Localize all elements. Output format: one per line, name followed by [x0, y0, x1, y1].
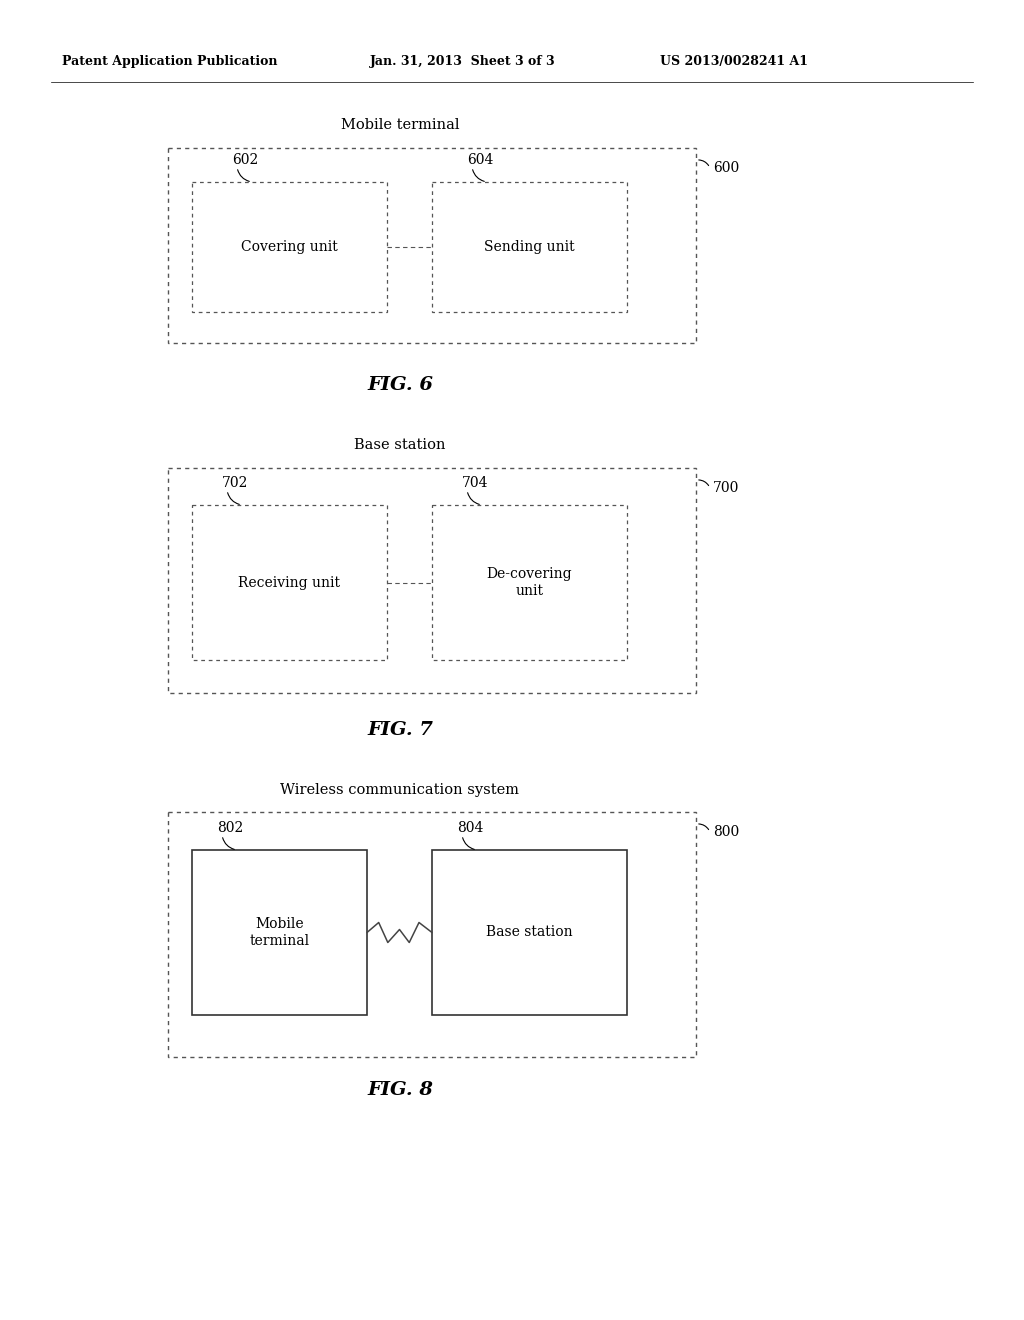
Text: 804: 804 — [457, 821, 483, 836]
Text: 602: 602 — [232, 153, 258, 168]
Text: Wireless communication system: Wireless communication system — [281, 783, 519, 797]
Text: US 2013/0028241 A1: US 2013/0028241 A1 — [660, 55, 808, 69]
Text: 704: 704 — [462, 477, 488, 490]
Bar — [193, 850, 367, 1015]
Bar — [432, 182, 627, 312]
Text: 802: 802 — [217, 821, 244, 836]
Bar — [432, 850, 627, 1015]
Bar — [432, 506, 627, 660]
Text: 702: 702 — [222, 477, 249, 490]
Text: Base station: Base station — [486, 925, 572, 940]
Text: Patent Application Publication: Patent Application Publication — [62, 55, 278, 69]
Text: Covering unit: Covering unit — [241, 240, 338, 253]
Text: Mobile terminal: Mobile terminal — [341, 117, 459, 132]
Bar — [193, 506, 387, 660]
Text: FIG. 6: FIG. 6 — [367, 376, 433, 393]
Text: Base station: Base station — [354, 438, 445, 451]
Bar — [168, 148, 696, 343]
Bar — [193, 182, 387, 312]
Text: 600: 600 — [713, 161, 739, 176]
Text: Mobile
terminal: Mobile terminal — [250, 917, 309, 948]
Text: FIG. 8: FIG. 8 — [367, 1081, 433, 1100]
Text: 700: 700 — [713, 480, 739, 495]
Text: Receiving unit: Receiving unit — [239, 576, 341, 590]
Text: De-covering
unit: De-covering unit — [486, 568, 572, 598]
Bar — [168, 812, 696, 1057]
Text: Jan. 31, 2013  Sheet 3 of 3: Jan. 31, 2013 Sheet 3 of 3 — [370, 55, 556, 69]
Text: 800: 800 — [713, 825, 739, 840]
Text: Sending unit: Sending unit — [484, 240, 574, 253]
Text: 604: 604 — [467, 153, 494, 168]
Text: FIG. 7: FIG. 7 — [367, 721, 433, 739]
Bar — [168, 469, 696, 693]
